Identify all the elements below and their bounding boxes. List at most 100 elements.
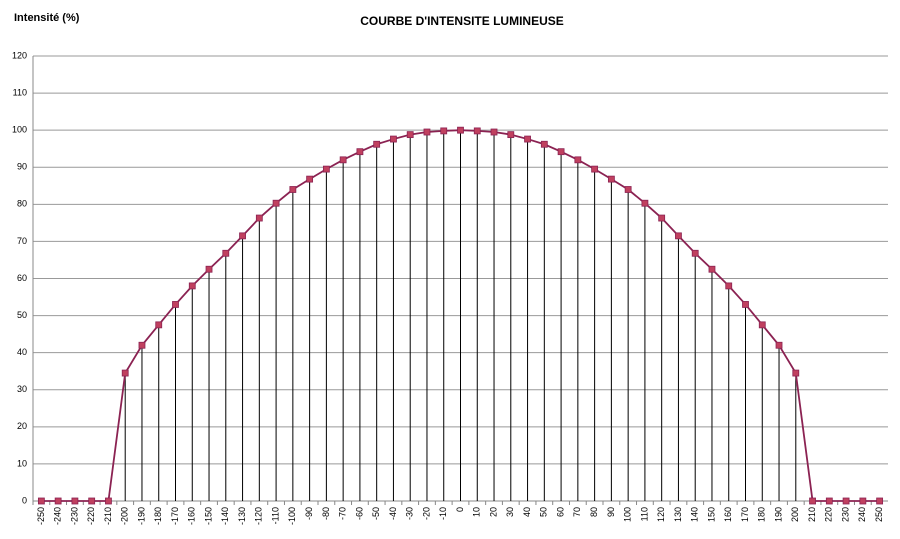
marker [272,199,280,207]
x-tick-label: -110 [270,507,280,524]
marker [490,128,498,136]
x-tick-label: -60 [354,507,364,520]
marker [876,497,884,505]
x-tick-label: 20 [488,507,498,517]
marker [373,140,381,148]
marker [37,497,45,505]
marker [88,497,96,505]
x-tick-label: 140 [690,507,700,522]
x-tick-label: -100 [287,507,297,525]
y-tick-label: 70 [17,236,27,246]
marker [658,214,666,222]
x-tick-label: -130 [237,507,247,525]
marker [691,249,699,257]
x-tick-label: 10 [472,507,482,517]
marker [607,175,615,183]
marker [255,214,263,222]
x-tick-label: -30 [405,507,415,520]
marker [138,341,146,349]
y-tick-label: 80 [17,199,27,209]
x-tick-label: 110 [639,507,649,521]
x-tick-label: -170 [170,507,180,525]
x-tick-label: 170 [740,507,750,522]
y-tick-label: 30 [17,384,27,394]
x-tick-label: -90 [304,507,314,520]
marker [71,497,79,505]
x-tick-label: -80 [321,507,331,520]
x-tick-label: -10 [438,507,448,520]
y-tick-label: 120 [12,50,27,60]
x-tick-label: -210 [103,507,113,525]
marker [188,282,196,290]
x-tick-label: 100 [623,507,633,522]
marker [624,186,632,193]
marker [859,497,867,505]
y-tick-label: 100 [12,125,27,135]
x-tick-label: 220 [824,507,834,522]
marker [775,341,783,349]
marker [105,497,112,505]
marker [842,497,850,505]
x-tick-label: 240 [857,507,867,522]
x-tick-label: -200 [120,507,130,525]
x-tick-label: 200 [790,507,800,522]
marker [473,127,481,135]
marker [507,131,515,139]
x-tick-label: 180 [757,507,767,522]
x-tick-label: -120 [254,507,264,525]
x-tick-label: -190 [136,507,146,525]
marker [758,321,766,329]
y-tick-label: 50 [17,310,27,320]
chart-title: COURBE D'INTENSITE LUMINEUSE [360,14,564,28]
marker [708,265,716,273]
marker [540,140,548,148]
marker [289,186,297,193]
x-tick-label: 150 [706,507,716,522]
x-tick-label: -230 [69,507,79,525]
x-tick-label: 230 [840,507,850,522]
x-tick-label: -180 [153,507,163,525]
marker [574,156,582,164]
marker [322,165,330,173]
x-tick-label: -40 [388,507,398,520]
x-tick-label: 160 [723,507,733,522]
x-tick-label: 190 [773,507,783,522]
x-tick-label: -150 [203,507,213,525]
x-tick-label: 90 [606,507,616,517]
marker [54,497,62,505]
marker [423,128,431,136]
y-tick-label: 10 [17,458,27,468]
y-tick-label: 40 [17,347,27,357]
x-tick-label: 0 [455,507,465,512]
marker [825,497,833,505]
marker [809,497,816,505]
y-tick-label: 20 [17,421,27,431]
x-tick-label: 210 [807,507,817,522]
y-tick-label: 90 [17,162,27,172]
marker [239,232,246,240]
marker [725,282,733,290]
marker [675,232,682,240]
marker [390,135,397,143]
x-tick-label: -50 [371,507,381,520]
x-tick-label: -20 [421,507,431,520]
x-tick-label: -160 [187,507,197,525]
marker [155,321,163,329]
marker [742,301,749,308]
x-tick-label: 60 [555,507,565,517]
marker [339,156,347,164]
x-tick-label: 130 [673,507,683,522]
marker [641,199,649,207]
x-tick-label: 50 [539,507,549,517]
x-tick-label: -220 [86,507,96,525]
y-tick-label: 0 [22,495,27,505]
x-tick-label: 40 [522,507,532,517]
marker [172,301,179,308]
x-tick-label: 70 [572,507,582,517]
x-tick-label: 30 [505,507,515,517]
x-tick-label: 80 [589,507,599,517]
marker [524,135,531,143]
x-tick-label: -140 [220,507,230,525]
marker [222,249,230,257]
